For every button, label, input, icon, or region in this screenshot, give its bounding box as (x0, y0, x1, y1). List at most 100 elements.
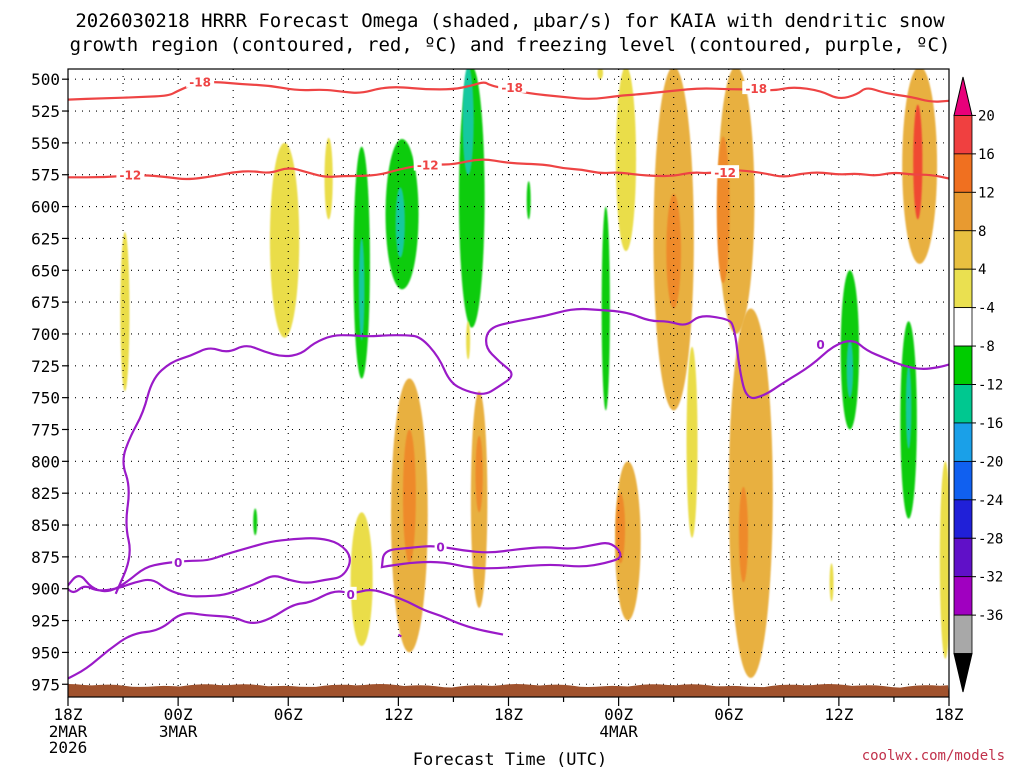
x-tick-label-0: 18Z (54, 705, 83, 724)
omega-cell-16 (466, 321, 471, 360)
x-tick-label-12: 06Z (274, 705, 303, 724)
dgz-minus12-line (68, 158, 949, 181)
y-tick-label-650: 650 (31, 261, 60, 280)
x-tick-sublabel-6-0: 3MAR (159, 722, 198, 741)
y-tick-label-800: 800 (31, 452, 60, 471)
omega-cell-11 (350, 512, 373, 647)
omega-cell-0 (120, 232, 130, 392)
omega-cell-2 (324, 137, 333, 220)
colorbar-segment-8 (953, 384, 973, 424)
label-zero-a-bg (172, 554, 185, 568)
x-tick-label-36: 06Z (714, 705, 743, 724)
label-zero-c-bg (434, 539, 447, 553)
colorbar-label-10: -24 (978, 493, 1003, 509)
y-tick-label-825: 825 (31, 484, 60, 503)
colorbar-label-0: 20 (978, 108, 995, 124)
colorbar-segment-12 (953, 537, 973, 578)
omega-cell-17 (601, 206, 610, 411)
x-tick-label-6: 00Z (164, 705, 193, 724)
x-tick-label-18: 12Z (384, 705, 413, 724)
contour-labels: -18 -18 -18 -12 -12 -12 0 0 0 0 (116, 74, 827, 602)
omega-cell-33 (913, 104, 923, 220)
omega-cell-1 (269, 142, 300, 338)
omega-cell-22 (716, 136, 730, 284)
x-tick-sublabel-30-0: 4MAR (599, 722, 638, 741)
colorbar-segment-9 (953, 422, 973, 462)
colorbar-segment-11 (953, 499, 973, 539)
omega-cell-36 (597, 69, 604, 80)
y-tick-label-900: 900 (31, 580, 60, 599)
omega-cell-26 (738, 486, 749, 583)
label-zero-a: 0 (174, 556, 182, 570)
omega-cell-15 (475, 435, 483, 513)
colorbar-label-2: 12 (978, 185, 995, 201)
x-tick-sublabel-0-1: 2026 (49, 738, 88, 757)
label-minus12-a: -12 (120, 169, 142, 183)
colorbar-label-4: 4 (978, 262, 986, 278)
colorbar-label-9: -20 (978, 454, 1003, 470)
colorbar-label-6: -8 (978, 339, 995, 355)
y-axis: 500 525 550 575 600 625 650 675 700 725 750 775 800 8… (31, 70, 68, 694)
colorbar-segment-4 (953, 230, 973, 270)
freezing-level-speck (397, 633, 402, 638)
omega-cell-35 (829, 563, 834, 602)
y-tick-label-775: 775 (31, 420, 60, 439)
y-tick-label-675: 675 (31, 293, 60, 312)
label-minus18-a: -18 (189, 76, 211, 90)
label-zero-d: 0 (816, 338, 824, 352)
y-tick-label-925: 925 (31, 612, 60, 631)
colorbar-segment-10 (953, 460, 973, 501)
x-tick-label-42: 12Z (824, 705, 853, 724)
colorbar-label-7: -12 (978, 378, 1003, 394)
colorbar-label-12: -32 (978, 570, 1003, 586)
colorbar-segment-13 (953, 576, 973, 616)
colorbar-segment-2 (953, 153, 973, 193)
colorbar: 20 16 12 8 4 -4 -8 -12 -16 -20 -24 -28 -32 -36 (953, 76, 1003, 693)
colorbar-bottom-arrow (953, 653, 973, 693)
label-zero-b-bg (344, 586, 357, 600)
omega-cell-13 (402, 429, 416, 564)
y-tick-label-975: 975 (31, 675, 60, 694)
colorbar-label-11: -28 (978, 531, 1003, 547)
colorbar-segment-5 (953, 268, 973, 309)
y-tick-label-950: 950 (31, 643, 60, 662)
omega-cell-8 (462, 69, 474, 175)
label-minus18-a-bg (186, 74, 215, 88)
freezing-level-main (68, 589, 504, 680)
y-tick-label-500: 500 (31, 70, 60, 89)
colorbar-segment-6 (953, 307, 973, 347)
label-minus12-b: -12 (417, 159, 439, 173)
chart-title-line-1: 2026030218 HRRR Forecast Omega (shaded, … (75, 10, 945, 32)
x-tick-label-24: 18Z (494, 705, 523, 724)
y-tick-label-700: 700 (31, 325, 60, 344)
omega-cell-10 (253, 508, 258, 536)
label-minus12-b-bg (413, 157, 442, 171)
omega-cell-4 (358, 238, 365, 341)
label-minus18-c: -18 (745, 82, 767, 96)
colorbar-segment-1 (953, 115, 973, 155)
colorbar-top-arrow (953, 76, 973, 116)
freezing-level-lower-lobe (68, 537, 351, 598)
terrain-fill (68, 684, 949, 697)
colorbar-label-5: -4 (978, 301, 995, 317)
credit-text: coolwx.com/models (862, 748, 1005, 764)
y-tick-label-850: 850 (31, 516, 60, 535)
colorbar-label-8: -16 (978, 416, 1003, 432)
colorbar-label-1: 16 (978, 147, 995, 163)
label-minus12-c: -12 (714, 166, 736, 180)
omega-cell-25 (728, 308, 773, 678)
omega-cell-34 (939, 461, 949, 659)
x-tick-label-48: 18Z (935, 705, 964, 724)
x-tick-label-30: 00Z (604, 705, 633, 724)
plot-area: -18 -18 -18 -12 -12 -12 0 0 0 0 (67, 68, 950, 698)
y-tick-label-525: 525 (31, 102, 60, 121)
label-minus18-c-bg (742, 81, 771, 95)
omega-cell-29 (846, 340, 854, 398)
y-tick-label-550: 550 (31, 134, 60, 153)
y-tick-label-750: 750 (31, 389, 60, 408)
label-zero-b: 0 (346, 588, 354, 602)
y-tick-label-875: 875 (31, 548, 60, 567)
chart-title-line-2: growth region (contoured, red, ºC) and f… (70, 34, 951, 56)
omega-cell-9 (526, 181, 531, 220)
